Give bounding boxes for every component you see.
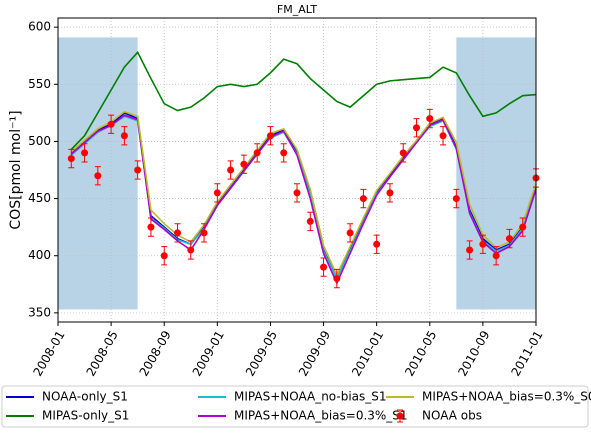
data-point (94, 172, 102, 180)
legend-marker (396, 412, 404, 420)
legend-label: MIPAS+NOAA_no-bias_S1 (234, 390, 387, 404)
x-tick-label: 2008-01 (30, 328, 67, 378)
data-point (373, 240, 381, 248)
data-point (519, 223, 527, 231)
chart-title: FM_ALT (277, 3, 317, 16)
data-point (120, 132, 128, 140)
data-point (399, 149, 407, 157)
data-point (81, 149, 89, 157)
y-tick-label: 550 (28, 77, 51, 91)
data-point (227, 166, 235, 174)
data-point (426, 115, 434, 123)
data-point (293, 189, 301, 197)
data-point (479, 240, 487, 248)
series-line (70, 50, 537, 150)
x-tick-label: 2009-09 (296, 328, 333, 378)
x-tick-label: 2010-05 (402, 328, 439, 378)
data-point (439, 132, 447, 140)
data-point (67, 155, 75, 163)
data-point (492, 252, 500, 260)
series-line (70, 110, 537, 278)
data-point (134, 166, 142, 174)
data-point (333, 275, 341, 283)
legend-label: MIPAS+NOAA_bias=0.3%_S1 (234, 409, 408, 423)
data-point (280, 149, 288, 157)
data-point (107, 120, 115, 128)
data-point (147, 223, 155, 231)
data-point (359, 195, 367, 203)
x-tick-label: 2011-01 (508, 328, 545, 378)
plot-frame (57, 17, 537, 323)
legend-label: NOAA obs (422, 409, 482, 423)
x-tick-label: 2010-09 (455, 328, 492, 378)
data-point (213, 189, 221, 197)
x-tick-label: 2009-05 (243, 328, 280, 378)
y-tick-label: 350 (28, 305, 51, 319)
x-tick-label: 2008-09 (137, 328, 174, 378)
y-tick-label: 400 (28, 248, 51, 262)
data-point (253, 149, 261, 157)
data-point (160, 252, 168, 260)
y-axis-label: COS[pmol mol⁻¹] (8, 110, 24, 229)
x-tick-label: 2010-01 (349, 328, 386, 378)
data-point (466, 246, 474, 254)
data-point (452, 195, 460, 203)
y-tick-label: 600 (28, 20, 51, 34)
data-point (240, 160, 248, 168)
x-tick-label: 2008-05 (84, 328, 121, 378)
y-tick-label: 450 (28, 191, 51, 205)
data-point (200, 229, 208, 237)
data-point (413, 124, 420, 132)
data-point (306, 217, 314, 225)
data-point (187, 246, 195, 254)
legend-label: MIPAS-only_S1 (42, 409, 129, 423)
data-point (266, 132, 274, 140)
data-point (174, 229, 181, 237)
data-point (320, 263, 328, 271)
series-line (70, 114, 537, 286)
shaded-region (456, 37, 536, 310)
data-point (386, 189, 394, 197)
legend-box (1, 385, 589, 428)
data-point (346, 229, 354, 237)
y-tick-label: 500 (28, 134, 51, 148)
legend-label: MIPAS+NOAA_bias=0.3%_S0 (422, 390, 591, 404)
x-tick-label: 2009-01 (190, 328, 227, 378)
data-point (505, 235, 513, 243)
legend-label: NOAA-only_S1 (42, 390, 128, 404)
